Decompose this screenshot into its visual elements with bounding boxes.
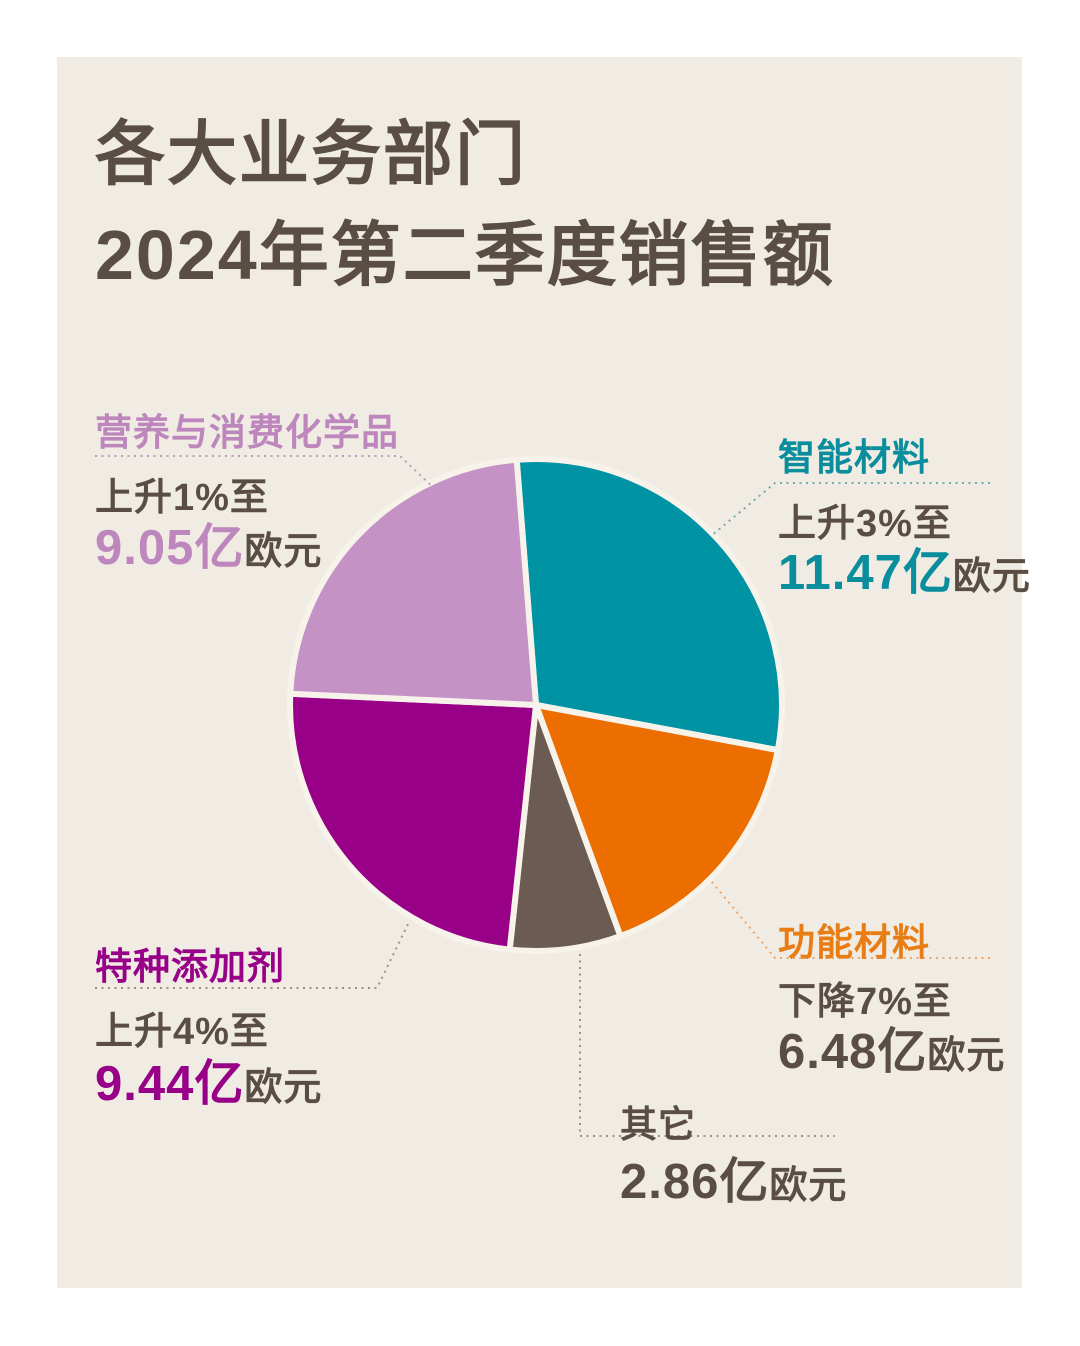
label-specialty-additives-change: 上升4%至 xyxy=(95,1011,269,1053)
specialty-additives-amount-unit: 欧元 xyxy=(244,1067,323,1109)
label-smart-materials-change: 上升3%至 xyxy=(778,503,952,545)
smart-materials-amount-value: 11.47亿 xyxy=(778,546,953,600)
nutrition-consumer-chemicals-amount-value: 9.05亿 xyxy=(95,521,245,575)
nutrition-consumer-chemicals-amount-unit: 欧元 xyxy=(244,531,323,573)
smart-materials-amount-unit: 欧元 xyxy=(952,556,1031,598)
label-specialty-additives-title: 特种添加剂 xyxy=(95,946,285,987)
label-nutrition-consumer-chemicals-change: 上升1%至 xyxy=(95,477,269,519)
label-smart-materials-title: 智能材料 xyxy=(778,437,930,478)
label-functional-materials-title: 功能材料 xyxy=(778,922,930,963)
label-smart-materials-amount: 11.47亿欧元 xyxy=(778,533,1031,604)
chart-title-line2: 2024年第二季度销售额 xyxy=(95,216,835,294)
label-functional-materials-amount: 6.48亿欧元 xyxy=(778,1012,1005,1083)
functional-materials-amount-value: 6.48亿 xyxy=(778,1025,928,1079)
label-functional-materials-change: 下降7%至 xyxy=(778,981,952,1023)
label-specialty-additives-amount: 9.44亿欧元 xyxy=(95,1044,322,1115)
others-amount-value: 2.86亿 xyxy=(620,1155,770,1209)
label-others-title: 其它 xyxy=(620,1104,696,1145)
label-nutrition-consumer-chemicals-title: 营养与消费化学品 xyxy=(95,412,399,453)
functional-materials-amount-unit: 欧元 xyxy=(927,1035,1006,1077)
others-amount-unit: 欧元 xyxy=(769,1165,848,1207)
label-others-amount: 2.86亿欧元 xyxy=(620,1142,847,1213)
specialty-additives-amount-value: 9.44亿 xyxy=(95,1057,245,1111)
label-nutrition-consumer-chemicals-amount: 9.05亿欧元 xyxy=(95,508,322,579)
chart-title: 各大业务部门 2024年第二季度销售额 xyxy=(95,104,975,306)
chart-title-line1: 各大业务部门 xyxy=(95,115,527,193)
